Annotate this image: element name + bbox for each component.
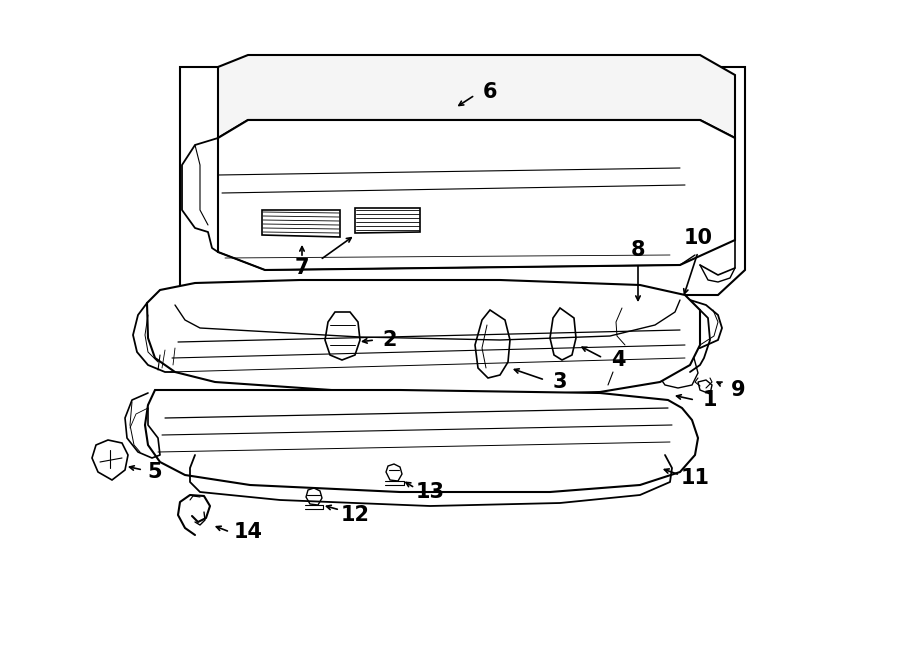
Text: 13: 13 (416, 482, 445, 502)
Text: 11: 11 (680, 468, 709, 488)
Text: 12: 12 (340, 505, 370, 525)
Polygon shape (218, 120, 735, 270)
Text: 9: 9 (731, 380, 745, 400)
Polygon shape (180, 67, 745, 295)
Text: 10: 10 (683, 228, 713, 248)
Text: 1: 1 (703, 390, 717, 410)
Polygon shape (145, 390, 698, 492)
Text: 8: 8 (631, 240, 645, 260)
Polygon shape (218, 55, 735, 138)
Text: 3: 3 (553, 372, 567, 392)
Text: 2: 2 (382, 330, 397, 350)
Text: 5: 5 (148, 462, 162, 482)
Text: 7: 7 (295, 258, 310, 278)
Text: 6: 6 (482, 82, 497, 102)
Polygon shape (147, 280, 700, 395)
Text: 14: 14 (233, 522, 263, 542)
Text: 4: 4 (611, 350, 625, 370)
